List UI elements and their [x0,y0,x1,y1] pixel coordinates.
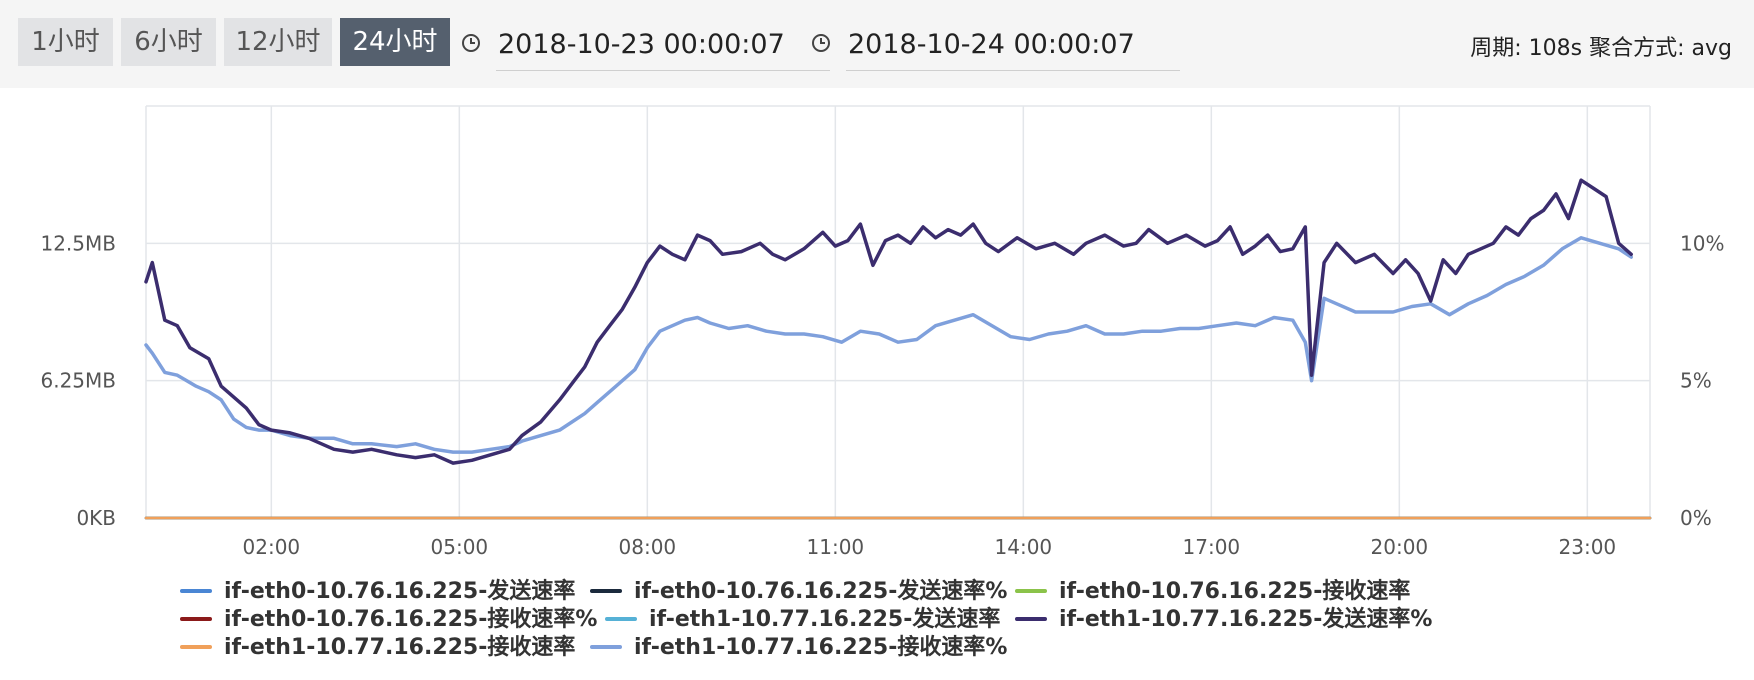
period-aggregation-text: 周期: 108s 聚合方式: avg [1470,36,1732,61]
legend-label: if-eth0-10.76.16.225-发送速率 [224,579,576,604]
clock-icon [462,34,480,52]
legend-item-7[interactable]: if-eth1-10.77.16.225-接收速率 [180,634,575,662]
legend-item-3[interactable]: if-eth0-10.76.16.225-接收速率 [1015,578,1410,606]
legend-label: if-eth1-10.77.16.225-发送速率% [1059,607,1433,632]
x-tick-label: 14:00 [995,535,1053,559]
x-axis: 02:00 05:00 08:00 11:00 14:00 17:00 20:00 23:00 [243,535,1617,559]
legend-label: if-eth1-10.77.16.225-发送速率 [649,607,1001,632]
legend-label: if-eth1-10.77.16.225-接收速率% [634,635,1008,660]
line-chart: 0KB 6.25MB 12.5MB 0% 5% 10% 02:00 05:00 08:00 1… [40,105,1724,559]
legend-swatch [1015,588,1047,593]
start-time-input[interactable] [496,18,830,71]
legend-item-1[interactable]: if-eth0-10.76.16.225-发送速率 [180,578,575,606]
end-time-picker[interactable] [812,18,1192,71]
legend-swatch [1015,616,1047,621]
chart-grid [145,105,1651,518]
legend-swatch [605,616,637,621]
legend-item-6[interactable]: if-eth1-10.77.16.225-发送速率% [1015,606,1432,634]
y-right-tick-label: 0% [1680,506,1712,530]
y-left-tick-label: 0KB [76,506,116,530]
y-left-tick-label: 6.25MB [40,369,116,393]
x-tick-label: 08:00 [619,535,677,559]
legend-item-2[interactable]: if-eth0-10.76.16.225-发送速率% [590,578,1007,606]
x-tick-label: 20:00 [1371,535,1429,559]
y-axis-left: 0KB 6.25MB 12.5MB [40,231,116,530]
legend-swatch [180,644,212,649]
plot-area [144,178,1652,520]
chart-legend: if-eth0-10.76.16.225-发送速率 if-eth0-10.76.1… [180,578,1580,668]
legend-swatch [590,644,622,649]
y-axis-right: 0% 5% 10% [1680,231,1724,530]
legend-swatch [180,616,212,621]
x-tick-label: 23:00 [1559,535,1617,559]
range-6h-button[interactable]: 6小时 [121,18,216,66]
legend-swatch [590,588,622,593]
series-line-6 [144,178,1633,465]
legend-label: if-eth1-10.77.16.225-接收速率 [224,635,576,660]
legend-item-8[interactable]: if-eth1-10.77.16.225-接收速率% [590,634,1007,662]
x-tick-label: 17:00 [1183,535,1241,559]
toolbar: 1小时 6小时 12小时 24小时 周期: 108s 聚合方式: avg [0,0,1754,88]
x-tick-label: 05:00 [431,535,489,559]
legend-item-5[interactable]: if-eth1-10.77.16.225-发送速率 [605,606,1000,634]
x-tick-label: 11:00 [807,535,865,559]
y-right-tick-label: 10% [1680,231,1724,255]
legend-label: if-eth0-10.76.16.225-接收速率% [224,607,598,632]
range-1h-button[interactable]: 1小时 [18,18,113,66]
legend-label: if-eth0-10.76.16.225-发送速率% [634,579,1008,604]
y-right-tick-label: 5% [1680,369,1712,393]
series-line-8 [144,236,1633,454]
legend-item-4[interactable]: if-eth0-10.76.16.225-接收速率% [180,606,597,634]
legend-swatch [180,588,212,593]
legend-label: if-eth0-10.76.16.225-接收速率 [1059,579,1411,604]
range-12h-button[interactable]: 12小时 [224,18,332,66]
range-24h-button[interactable]: 24小时 [340,18,450,66]
x-tick-label: 02:00 [243,535,301,559]
start-time-picker[interactable] [462,18,842,71]
end-time-input[interactable] [846,18,1180,71]
clock-icon [812,34,830,52]
y-left-tick-label: 12.5MB [40,231,116,255]
